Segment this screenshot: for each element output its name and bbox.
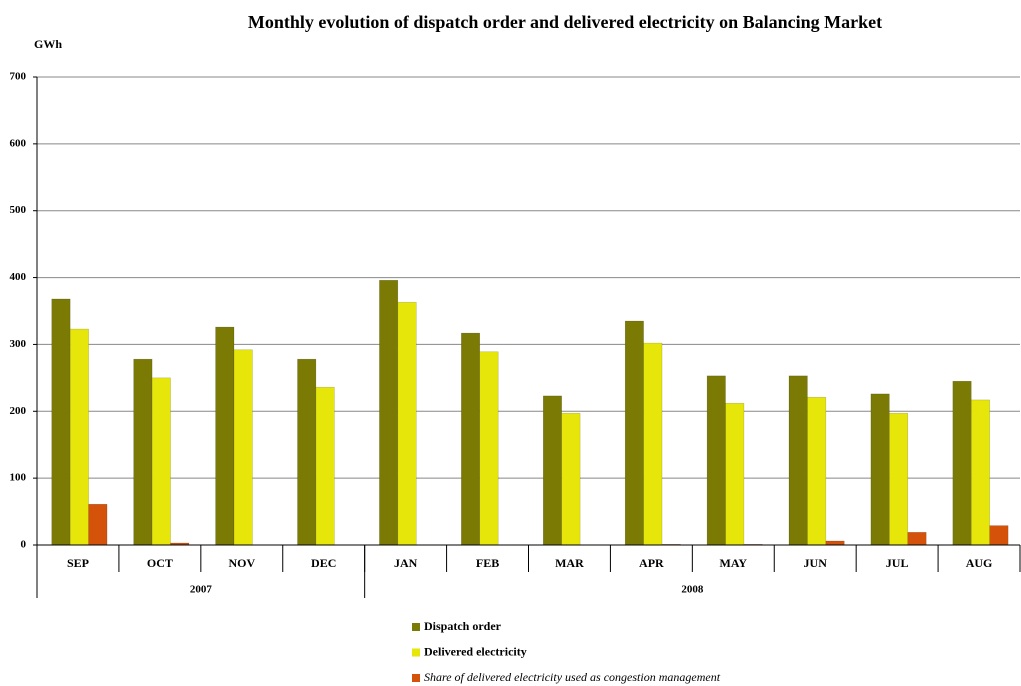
bar bbox=[624, 320, 644, 546]
x-tick-label: SEP bbox=[67, 556, 89, 570]
group-label: 2007 bbox=[190, 584, 213, 596]
y-tick-label: 200 bbox=[10, 405, 27, 417]
bar bbox=[215, 326, 235, 546]
x-tick-label: AUG bbox=[966, 556, 993, 570]
x-tick-label: NOV bbox=[228, 556, 255, 570]
bar bbox=[643, 342, 663, 546]
bar bbox=[907, 532, 927, 546]
bar bbox=[88, 503, 108, 546]
x-tick-label: DEC bbox=[311, 556, 336, 570]
bar bbox=[825, 540, 845, 546]
x-tick-label: APR bbox=[639, 556, 664, 570]
x-tick-label: JUL bbox=[886, 556, 909, 570]
legend-label: Delivered electricity bbox=[424, 644, 527, 658]
chart-title: Monthly evolution of dispatch order and … bbox=[248, 12, 882, 32]
bar bbox=[151, 377, 171, 546]
bar bbox=[397, 302, 417, 546]
legend-label: Dispatch order bbox=[424, 619, 502, 633]
bar bbox=[315, 386, 335, 546]
y-tick-label: 500 bbox=[10, 204, 27, 216]
legend-swatch bbox=[412, 623, 420, 631]
legend-swatch bbox=[412, 674, 420, 682]
y-tick-label: 700 bbox=[10, 71, 27, 83]
bar bbox=[297, 358, 317, 546]
y-tick-label: 100 bbox=[10, 472, 27, 484]
bar bbox=[725, 403, 745, 546]
bar bbox=[952, 380, 972, 546]
y-tick-label: 0 bbox=[21, 539, 27, 551]
bar bbox=[542, 395, 562, 546]
y-tick-label: 600 bbox=[10, 137, 27, 149]
bar bbox=[51, 298, 71, 546]
x-tick-label: FEB bbox=[476, 556, 499, 570]
group-label: 2008 bbox=[681, 584, 704, 596]
x-tick-label: MAR bbox=[555, 556, 584, 570]
x-tick-label: OCT bbox=[147, 556, 173, 570]
bar bbox=[870, 393, 890, 546]
bar bbox=[69, 328, 89, 546]
legend-label: Share of delivered electricity used as c… bbox=[424, 670, 721, 684]
bar bbox=[479, 351, 499, 546]
bar bbox=[889, 413, 909, 546]
bar bbox=[788, 375, 808, 546]
legend-swatch bbox=[412, 648, 420, 657]
x-tick-label: JUN bbox=[804, 556, 828, 570]
x-tick-label: MAY bbox=[720, 556, 748, 570]
bar bbox=[233, 349, 253, 546]
x-tick-label: JAN bbox=[394, 556, 418, 570]
bar bbox=[461, 332, 481, 546]
bar bbox=[561, 413, 581, 546]
bar bbox=[807, 396, 827, 546]
bar bbox=[971, 399, 990, 546]
bar bbox=[989, 525, 1009, 546]
y-axis-label: GWh bbox=[34, 37, 62, 51]
bar bbox=[379, 279, 399, 546]
bar bbox=[706, 375, 726, 546]
bar bbox=[133, 358, 153, 546]
y-tick-label: 400 bbox=[10, 271, 27, 283]
y-tick-label: 300 bbox=[10, 338, 27, 350]
